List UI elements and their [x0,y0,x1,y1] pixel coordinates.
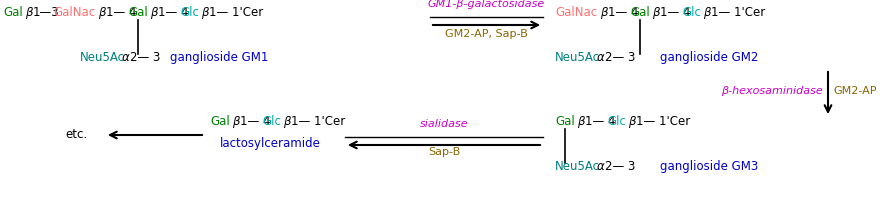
Text: β: β [283,115,291,128]
Text: 2— 3: 2— 3 [605,51,635,64]
Text: β: β [652,6,659,19]
Text: Neu5Ac: Neu5Ac [555,51,600,64]
Text: Gal: Gal [210,115,230,128]
Text: ganglioside GM3: ganglioside GM3 [660,160,758,173]
Text: 1— 4: 1— 4 [660,6,690,19]
Text: β: β [98,6,105,19]
Text: Neu5Ac: Neu5Ac [80,51,125,64]
Text: Glc: Glc [607,115,626,128]
Text: Glc: Glc [682,6,701,19]
Text: Neu5Ac: Neu5Ac [555,160,600,173]
Text: β: β [232,115,239,128]
Text: α: α [597,51,605,64]
Text: GM1-β-galactosidase: GM1-β-galactosidase [428,0,545,9]
Text: Sap-B: Sap-B [428,147,460,157]
Text: Gal: Gal [128,6,148,19]
Text: α: α [122,51,129,64]
Text: 1— 1'Cer: 1— 1'Cer [291,115,345,128]
Text: 1— 4: 1— 4 [240,115,270,128]
Text: 1—3: 1—3 [33,6,60,19]
Text: β: β [150,6,158,19]
Text: β: β [628,115,635,128]
Text: GM2-AP: GM2-AP [833,86,877,96]
Text: Gal: Gal [3,6,23,19]
Text: Glc: Glc [262,115,281,128]
Text: β: β [25,6,32,19]
Text: Gal: Gal [555,115,574,128]
Text: 1— 4: 1— 4 [608,6,639,19]
Text: ganglioside GM2: ganglioside GM2 [660,51,758,64]
Text: β: β [201,6,209,19]
Text: α: α [597,160,605,173]
Text: 1— 1'Cer: 1— 1'Cer [711,6,765,19]
Text: β: β [577,115,584,128]
Text: β: β [600,6,607,19]
Text: GM2-AP, Sap-B: GM2-AP, Sap-B [445,29,528,39]
Text: GalNac: GalNac [53,6,95,19]
Text: Gal: Gal [630,6,649,19]
Text: 2— 3: 2— 3 [605,160,635,173]
Text: 1— 1'Cer: 1— 1'Cer [636,115,690,128]
Text: lactosylceramide: lactosylceramide [219,137,320,150]
Text: β-hexosaminidase: β-hexosaminidase [722,86,823,96]
Text: etc.: etc. [65,128,87,141]
Text: sialidase: sialidase [420,119,468,129]
Text: 1— 4: 1— 4 [106,6,136,19]
Text: 2— 3: 2— 3 [130,51,161,64]
Text: Glc: Glc [180,6,199,19]
Text: 1— 4: 1— 4 [158,6,188,19]
Text: GalNac: GalNac [555,6,597,19]
Text: 1— 1'Cer: 1— 1'Cer [209,6,263,19]
Text: β: β [703,6,711,19]
Text: 1— 4: 1— 4 [585,115,615,128]
Text: ganglioside GM1: ganglioside GM1 [170,51,268,64]
